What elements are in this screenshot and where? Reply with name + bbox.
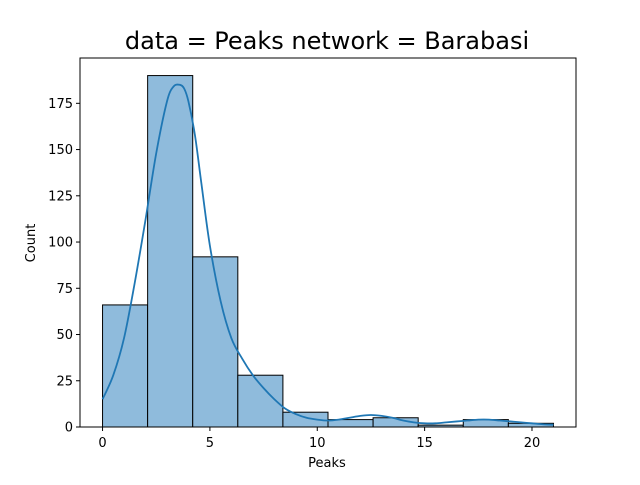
y-tick-label: 25 (56, 374, 73, 389)
x-tick-label: 20 (524, 436, 541, 451)
y-tick-label: 0 (65, 421, 73, 436)
y-axis-label: Count (24, 224, 39, 263)
chart-title: data = Peaks network = Barabasi (125, 27, 529, 55)
histogram-bar-2 (192, 256, 239, 428)
x-tick-label: 10 (309, 436, 326, 451)
kde-line (101, 83, 554, 426)
y-tick-label: 150 (48, 143, 73, 158)
y-tick-label: 100 (48, 236, 73, 251)
x-tick-label: 0 (98, 436, 106, 451)
y-tick-label: 125 (48, 189, 73, 204)
x-axis-ticks: 0 5 10 15 20 (98, 427, 540, 451)
y-tick-label: 175 (48, 97, 73, 112)
histogram-bar-0 (102, 304, 149, 428)
y-tick-label: 75 (56, 282, 73, 297)
y-axis-ticks: 0 25 50 75 100 125 150 175 (48, 97, 80, 436)
x-axis-label: Peaks (308, 456, 346, 471)
kde-layer (101, 83, 554, 426)
y-tick-label: 50 (56, 328, 73, 343)
x-tick-label: 5 (206, 436, 214, 451)
histogram-bar-1 (147, 75, 194, 428)
x-tick-label: 15 (416, 436, 433, 451)
